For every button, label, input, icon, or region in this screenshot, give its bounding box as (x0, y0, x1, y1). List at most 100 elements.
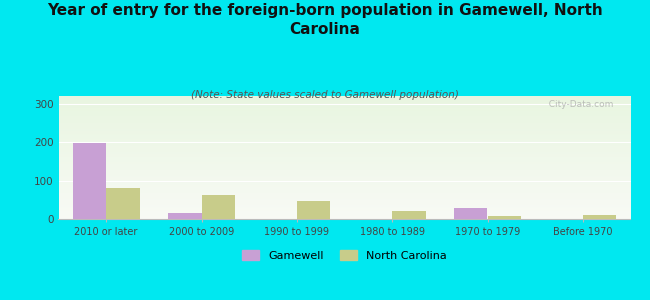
Bar (58, 202, 630, 203)
Bar (58, 127, 630, 128)
Bar (58, 134, 630, 135)
Bar (58, 193, 630, 194)
Bar (58, 119, 630, 120)
Bar (58, 214, 630, 215)
Bar (58, 215, 630, 216)
Bar (58, 108, 630, 109)
Bar (58, 162, 630, 163)
Bar (58, 128, 630, 129)
Bar (58, 118, 630, 119)
Bar (58, 188, 630, 189)
Bar (58, 100, 630, 101)
Bar (58, 132, 630, 133)
Bar (58, 163, 630, 164)
Bar (58, 141, 630, 142)
Bar (58, 199, 630, 200)
Bar (58, 125, 630, 126)
Bar (58, 124, 630, 125)
Bar (58, 97, 630, 98)
Legend: Gamewell, North Carolina: Gamewell, North Carolina (238, 245, 451, 265)
Bar (58, 172, 630, 173)
Bar (58, 148, 630, 149)
Bar (58, 156, 630, 157)
Bar (58, 103, 630, 104)
Bar (58, 102, 630, 103)
Bar (73, 143, 106, 219)
Bar (58, 153, 630, 154)
Bar (58, 130, 630, 131)
Bar (58, 174, 630, 175)
Bar (58, 154, 630, 155)
Bar (58, 171, 630, 172)
Bar (58, 129, 630, 130)
Bar (58, 123, 630, 124)
Bar (58, 179, 630, 180)
Bar (58, 157, 630, 158)
Bar (58, 155, 630, 156)
Bar (58, 180, 630, 181)
Bar (58, 149, 630, 150)
Bar (58, 111, 630, 112)
Bar (58, 198, 630, 199)
Bar (58, 160, 630, 161)
Bar (58, 177, 630, 178)
Bar (58, 206, 630, 207)
Bar (58, 196, 630, 197)
Bar (58, 146, 630, 147)
Bar (58, 152, 630, 153)
Bar (58, 168, 630, 169)
Bar (58, 203, 630, 204)
Bar (58, 217, 630, 218)
Bar (58, 218, 630, 219)
Text: Year of entry for the foreign-born population in Gamewell, North
Carolina: Year of entry for the foreign-born popul… (47, 3, 603, 37)
Bar (58, 147, 630, 148)
Bar (58, 190, 630, 191)
Bar (58, 121, 630, 122)
Bar (58, 151, 630, 152)
Bar (58, 175, 630, 176)
Bar (58, 178, 630, 179)
Bar (58, 207, 630, 208)
Text: City-Data.com: City-Data.com (543, 100, 614, 109)
Bar (58, 117, 630, 118)
Bar (58, 200, 630, 201)
Bar (58, 126, 630, 127)
Bar (58, 195, 630, 196)
Bar (58, 98, 630, 99)
Bar (58, 205, 630, 206)
Bar (58, 115, 630, 116)
Bar (392, 211, 426, 219)
Bar (58, 107, 630, 108)
Bar (58, 137, 630, 138)
Bar (58, 106, 630, 107)
Bar (58, 208, 630, 209)
Bar (58, 109, 630, 110)
Bar (202, 195, 235, 219)
Bar (58, 131, 630, 132)
Bar (58, 167, 630, 168)
Bar (58, 120, 630, 121)
Bar (58, 187, 630, 188)
Bar (58, 169, 630, 170)
Bar (58, 181, 630, 182)
Bar (58, 212, 630, 213)
Bar (58, 140, 630, 141)
Bar (58, 210, 630, 211)
Bar (58, 159, 630, 160)
Bar (58, 201, 630, 202)
Bar (58, 194, 630, 195)
Bar (58, 110, 630, 111)
Bar (488, 216, 521, 219)
Bar (58, 101, 630, 102)
Bar (583, 215, 616, 219)
Bar (58, 139, 630, 140)
Bar (58, 184, 630, 185)
Bar (58, 122, 630, 123)
Bar (58, 173, 630, 174)
Bar (58, 114, 630, 115)
Bar (58, 186, 630, 187)
Bar (58, 96, 630, 97)
Bar (58, 161, 630, 162)
Bar (58, 113, 630, 114)
Bar (106, 188, 140, 219)
